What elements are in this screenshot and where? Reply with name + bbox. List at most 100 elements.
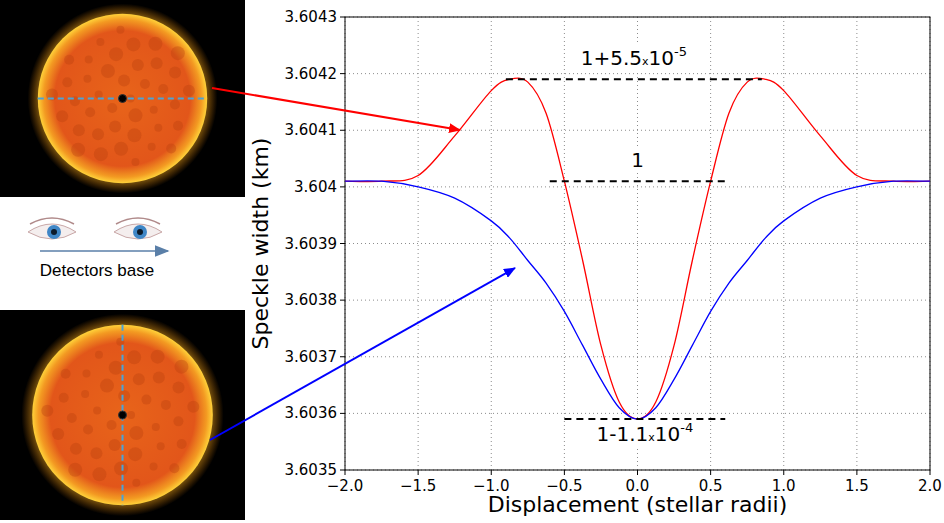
star-spot [81, 390, 89, 398]
tick-mark [564, 470, 565, 475]
grid-line [345, 413, 930, 414]
annotation-background [594, 420, 695, 446]
star-spot [173, 121, 183, 131]
star-spot [129, 426, 143, 440]
tick-mark [340, 243, 345, 244]
annotation-text: 1+5.5x10-5 [581, 44, 687, 70]
star-spot [133, 373, 145, 385]
plot-frame [345, 17, 930, 470]
star-spot [150, 462, 158, 470]
annotation-part: 1-1.1 [596, 422, 648, 446]
tick-label: 2.0 [918, 477, 942, 495]
eye-white [28, 224, 76, 239]
star-spot [128, 447, 142, 461]
star-spot [85, 56, 93, 64]
tick-label: 1.5 [845, 477, 869, 495]
axes: −2.0−1.5−1.0−0.50.00.51.01.52.03.60353.6… [285, 8, 942, 495]
pupil [137, 229, 143, 235]
star-spot [151, 57, 163, 69]
annotation-part: -4 [680, 420, 693, 435]
star-spot [177, 439, 187, 449]
star-spot [62, 77, 72, 87]
eye-white [114, 224, 162, 239]
star-spot [83, 425, 93, 435]
annotation-part: 1+5.5 [581, 46, 642, 70]
star-spot [70, 443, 82, 455]
star-spot [152, 423, 160, 431]
grid-line [345, 356, 930, 357]
tick-mark [856, 470, 857, 475]
star-spot [131, 158, 139, 166]
star-disk [32, 325, 213, 506]
star-spot [140, 79, 150, 89]
star-spot [95, 351, 103, 359]
star-spot [56, 110, 68, 122]
tick-label: 3.6037 [285, 348, 338, 366]
eyelid [30, 218, 74, 224]
star-spot [141, 395, 151, 405]
star-image [0, 310, 245, 520]
annotation-line [506, 78, 762, 80]
star-spot [166, 143, 176, 153]
grid-line [345, 243, 930, 244]
iris [47, 225, 61, 239]
star-spot [109, 121, 121, 133]
star-spot [96, 38, 104, 46]
star-spot [169, 463, 179, 473]
tick-label: 3.6042 [285, 65, 338, 83]
annotation-line [564, 418, 725, 420]
annotations: 1+5.5x10-511-1.1x10-4 [506, 44, 762, 446]
tick-label: 3.6041 [285, 121, 338, 139]
star-spot [116, 26, 124, 34]
star-spot [94, 147, 108, 161]
planet [119, 95, 127, 103]
tick-mark [340, 470, 345, 471]
grid-line [564, 17, 565, 470]
star-spot [148, 143, 156, 151]
annotation-background [579, 44, 689, 70]
star-spot [187, 401, 199, 413]
star-spot [95, 90, 103, 98]
tick-label: −1.5 [400, 477, 436, 495]
tick-label: 3.6038 [285, 291, 338, 309]
grid-line [345, 130, 930, 131]
grid-line [783, 17, 784, 470]
star-spot [118, 390, 130, 402]
star-spot [129, 108, 143, 122]
grid-line [345, 73, 930, 74]
tick-mark [340, 356, 345, 357]
star-spot [107, 103, 117, 113]
tick-label: −2.0 [327, 477, 363, 495]
tick-label: 3.6043 [285, 8, 338, 26]
tick-mark [783, 470, 784, 475]
star-spot [71, 143, 85, 157]
tick-mark [340, 300, 345, 301]
star-spot [61, 369, 71, 379]
grid [345, 17, 930, 470]
star-spot [92, 467, 106, 481]
star-spot [109, 439, 121, 451]
star-spot [83, 75, 91, 83]
star-image [0, 0, 245, 197]
tick-mark [491, 470, 492, 475]
star-spot [157, 442, 165, 450]
star-background [0, 310, 245, 520]
tick-mark [340, 130, 345, 131]
star-spot [109, 47, 123, 61]
grid-line [345, 186, 930, 187]
pupil [51, 229, 57, 235]
star-spot [41, 405, 53, 417]
series-group [345, 78, 930, 419]
star-glow [21, 314, 223, 516]
star-spot [107, 420, 117, 430]
star-spot [67, 413, 77, 423]
grid-line [345, 300, 930, 301]
series-line [345, 78, 930, 419]
star-spot [92, 128, 104, 140]
star-spot [68, 463, 82, 477]
tick-mark [340, 413, 345, 414]
grid-line [491, 17, 492, 470]
star-spot [118, 75, 130, 87]
tick-label: 3.6036 [285, 404, 338, 422]
star-spot [64, 55, 74, 65]
